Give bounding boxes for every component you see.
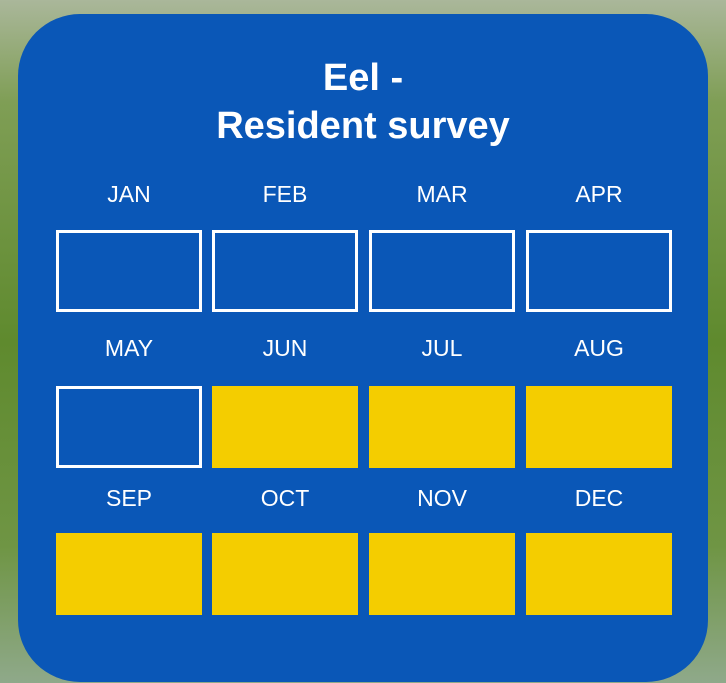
month-cell <box>56 230 202 312</box>
month-label: MAR <box>416 181 467 207</box>
month-cell-active <box>369 533 515 615</box>
month-label: JUL <box>422 335 463 361</box>
month-cell <box>526 230 672 312</box>
month-label: NOV <box>417 485 468 511</box>
month-cell-active <box>369 386 515 468</box>
month-cell <box>369 230 515 312</box>
month-label: JUN <box>263 335 308 361</box>
month-label: FEB <box>263 181 308 207</box>
month-cell <box>56 386 202 468</box>
title-line: Eel - <box>323 57 403 99</box>
month-label: JAN <box>107 181 150 207</box>
month-cell-active <box>212 386 358 468</box>
month-label: MAY <box>105 335 153 361</box>
month-label: SEP <box>106 485 152 511</box>
month-label: OCT <box>261 485 310 511</box>
month-cell-active <box>526 533 672 615</box>
month-cell-active <box>212 533 358 615</box>
month-cell-active <box>56 533 202 615</box>
month-label: AUG <box>574 335 624 361</box>
month-label: APR <box>575 181 622 207</box>
month-label: DEC <box>575 485 624 511</box>
month-cell <box>212 230 358 312</box>
month-cell-active <box>526 386 672 468</box>
title-line: Resident survey <box>216 105 510 147</box>
card <box>18 14 708 682</box>
